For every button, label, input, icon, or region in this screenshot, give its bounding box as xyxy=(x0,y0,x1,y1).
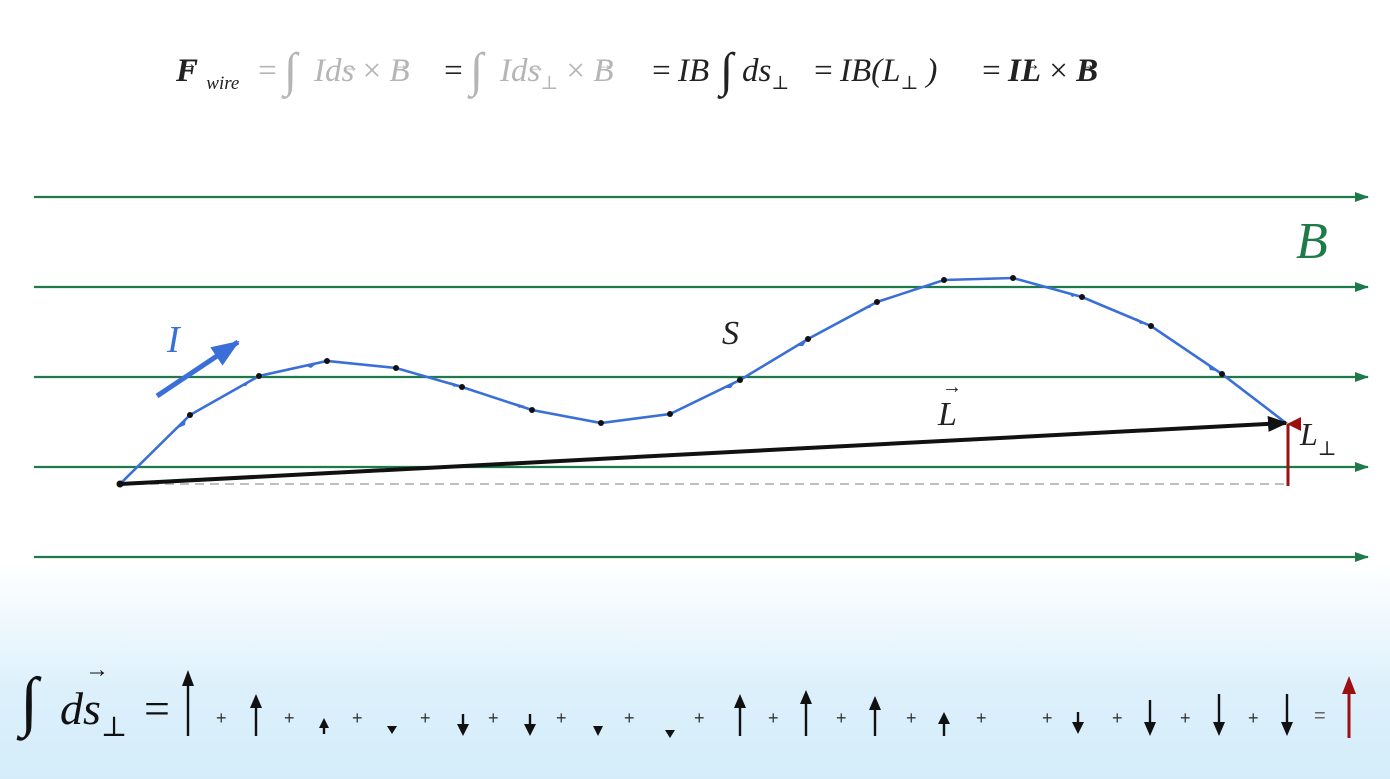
ds-arrow-15 xyxy=(1213,694,1225,736)
force-symbol: → F wire xyxy=(176,53,240,94)
ds-arrow-11 xyxy=(869,696,881,736)
ds-arrow-2 xyxy=(250,694,262,736)
plus-6: + xyxy=(556,708,567,728)
sum-result-equals: = xyxy=(1314,705,1326,727)
ds-arrow-5 xyxy=(457,714,469,736)
ds-arrow-9 xyxy=(734,694,746,736)
plus-4: + xyxy=(420,708,431,728)
plus-7: + xyxy=(624,708,635,728)
equals-1: = xyxy=(256,53,279,89)
ds-arrow-12 xyxy=(938,712,950,736)
ds-arrow-1 xyxy=(182,670,194,736)
equals-5: = xyxy=(980,53,1003,89)
current-direction-arrow xyxy=(155,339,240,399)
ds-arrow-14 xyxy=(1144,700,1156,736)
equals-2: = xyxy=(442,53,465,89)
vector-label-l: → L xyxy=(938,376,962,433)
ds-perp-arrows xyxy=(182,670,1356,738)
ds-arrow-3 xyxy=(319,718,329,734)
plus-9: + xyxy=(768,708,779,728)
plus-2: + xyxy=(284,708,295,728)
path-label-s: S xyxy=(722,315,739,352)
plus-14: + xyxy=(1112,708,1123,728)
ds-arrow-8 xyxy=(665,730,675,738)
ds-arrow-10 xyxy=(800,690,812,736)
ds-perp-symbol: d → s⊥ xyxy=(60,657,128,743)
plus-1: + xyxy=(216,708,227,728)
plus-16: + xyxy=(1248,708,1259,728)
term-ids-perp-cross-b: Id → s⊥ × → B xyxy=(500,53,614,94)
displacement-vector-l xyxy=(119,415,1288,486)
term-ib: IB xyxy=(678,53,710,89)
ds-arrow-4 xyxy=(387,726,397,734)
term-ib-l-perp: IB(L⊥) xyxy=(840,53,938,94)
wire-path xyxy=(119,276,1287,485)
l-perp-label: L⊥ xyxy=(1300,416,1337,460)
term-ids-cross-b: Id → s × → B xyxy=(314,53,410,89)
current-label-i: I xyxy=(167,319,180,361)
wire-direction-ticks xyxy=(178,292,1216,428)
equals-4: = xyxy=(812,53,835,89)
term-il-cross-b: I → L × → B xyxy=(1008,53,1099,89)
plus-15: + xyxy=(1180,708,1191,728)
plus-13: + xyxy=(1042,708,1053,728)
plus-11: + xyxy=(906,708,917,728)
integral-3: ∫ xyxy=(720,44,734,97)
integral-1: ∫ xyxy=(284,44,298,97)
plus-12: + xyxy=(976,708,987,728)
ds-arrow-16 xyxy=(1281,694,1293,736)
field-label-b: B xyxy=(1296,213,1328,270)
plus-5: + xyxy=(488,708,499,728)
ds-arrow-7 xyxy=(593,726,603,736)
ds-arrow-13 xyxy=(1072,712,1084,734)
integral-2: ∫ xyxy=(470,44,484,97)
term-ds-perp: ds⊥ xyxy=(742,53,790,94)
ds-sum-result-arrow xyxy=(1342,676,1356,738)
ds-arrow-6 xyxy=(524,714,536,736)
equals-3: = xyxy=(650,53,673,89)
plus-8: + xyxy=(694,708,705,728)
plus-3: + xyxy=(352,708,363,728)
plus-10: + xyxy=(836,708,847,728)
